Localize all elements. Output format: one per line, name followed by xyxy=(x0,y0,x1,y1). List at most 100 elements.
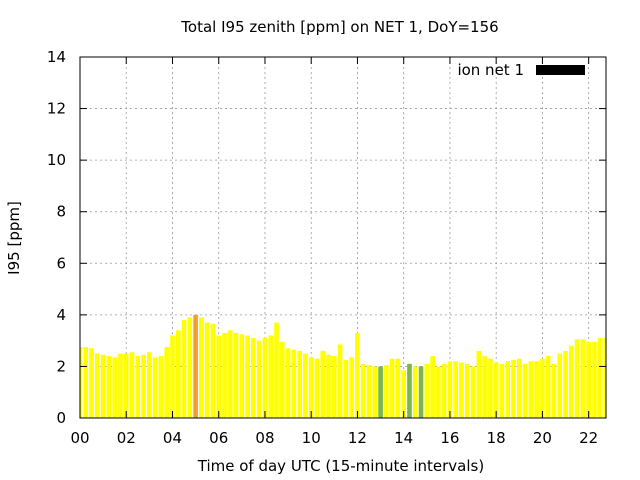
bar xyxy=(245,335,250,418)
bar xyxy=(360,363,366,418)
bar xyxy=(447,361,453,418)
legend: ion net 1 xyxy=(457,61,585,79)
bar xyxy=(355,332,360,418)
bar xyxy=(199,317,204,418)
bar xyxy=(262,338,268,418)
bar xyxy=(384,365,389,418)
bar xyxy=(158,356,164,418)
bar xyxy=(343,359,349,418)
bar xyxy=(303,353,308,418)
bar xyxy=(141,354,146,418)
bar xyxy=(476,350,482,418)
bar xyxy=(100,354,106,418)
bar xyxy=(95,353,100,418)
bar xyxy=(320,350,326,418)
bar xyxy=(314,358,320,418)
bar xyxy=(412,366,418,418)
bar xyxy=(181,320,187,418)
bar xyxy=(216,335,222,418)
bar xyxy=(112,357,117,418)
bar xyxy=(372,366,378,418)
x-tick-label: 02 xyxy=(117,429,136,447)
bar xyxy=(256,340,262,418)
bar xyxy=(586,341,591,418)
bar xyxy=(129,352,135,418)
bar xyxy=(511,359,516,418)
x-tick-label: 06 xyxy=(209,429,228,447)
bar xyxy=(563,350,568,418)
bar xyxy=(493,362,499,418)
bar xyxy=(528,361,534,418)
bar xyxy=(366,365,372,418)
bar xyxy=(603,338,606,418)
x-tick-label: 18 xyxy=(487,429,506,447)
bar xyxy=(436,366,441,418)
bar xyxy=(268,335,274,418)
bar xyxy=(89,348,94,418)
bar xyxy=(251,338,256,418)
legend-label: ion net 1 xyxy=(457,61,524,79)
bar xyxy=(106,356,112,418)
y-tick-label: 0 xyxy=(56,409,66,427)
axis-ticks xyxy=(79,56,606,419)
bar xyxy=(441,363,447,418)
bar xyxy=(522,363,528,418)
bar xyxy=(204,322,210,418)
y-tick-label: 10 xyxy=(47,151,66,169)
bar xyxy=(285,348,291,418)
bar xyxy=(574,339,580,418)
bar xyxy=(210,323,216,418)
bar xyxy=(279,341,285,418)
plot-frame xyxy=(79,56,607,419)
bar xyxy=(516,358,522,418)
bar xyxy=(453,361,459,418)
bar xyxy=(291,349,297,418)
bar xyxy=(545,356,551,418)
x-tick-label: 20 xyxy=(533,429,552,447)
y-tick-label: 8 xyxy=(56,203,66,221)
bar xyxy=(464,363,470,418)
bar xyxy=(233,332,239,418)
y-tick-label: 12 xyxy=(47,100,66,118)
bar xyxy=(430,356,435,418)
bar xyxy=(540,358,545,418)
y-tick-label: 6 xyxy=(56,254,66,272)
x-tick-label: 08 xyxy=(255,429,274,447)
bar xyxy=(505,361,511,418)
x-tick-label: 12 xyxy=(348,429,367,447)
bar xyxy=(332,356,337,418)
bars xyxy=(80,314,606,418)
bar xyxy=(147,352,152,418)
x-tick-label: 10 xyxy=(302,429,321,447)
bar xyxy=(424,363,430,418)
bar xyxy=(227,330,233,418)
x-axis-label: Time of day UTC (15-minute intervals) xyxy=(197,457,484,475)
bar xyxy=(175,330,181,418)
bar xyxy=(326,354,331,418)
x-tick-label: 22 xyxy=(579,429,598,447)
bar xyxy=(83,347,89,418)
bar xyxy=(407,363,412,418)
chart-title: Total I95 zenith [ppm] on NET 1, DoY=156 xyxy=(180,18,498,36)
bar xyxy=(418,366,424,418)
y-tick-label: 2 xyxy=(56,357,66,375)
bar xyxy=(164,347,170,418)
bar xyxy=(297,350,302,418)
bar xyxy=(499,363,505,418)
bar xyxy=(187,317,193,418)
bar xyxy=(118,353,123,418)
bar xyxy=(482,356,487,418)
bar xyxy=(337,344,343,418)
bar xyxy=(592,341,597,418)
x-tick-label: 14 xyxy=(394,429,413,447)
bar xyxy=(349,357,354,418)
x-tick-label: 04 xyxy=(163,429,182,447)
bar xyxy=(193,314,198,418)
bar xyxy=(488,358,493,418)
bar xyxy=(389,358,395,418)
bar xyxy=(597,338,603,418)
x-tick-labels: 00 02 04 06 08 10 12 14 16 18 20 22 xyxy=(70,429,598,447)
y-tick-label: 14 xyxy=(47,48,66,66)
y-axis-label: I95 [ppm] xyxy=(5,201,23,275)
